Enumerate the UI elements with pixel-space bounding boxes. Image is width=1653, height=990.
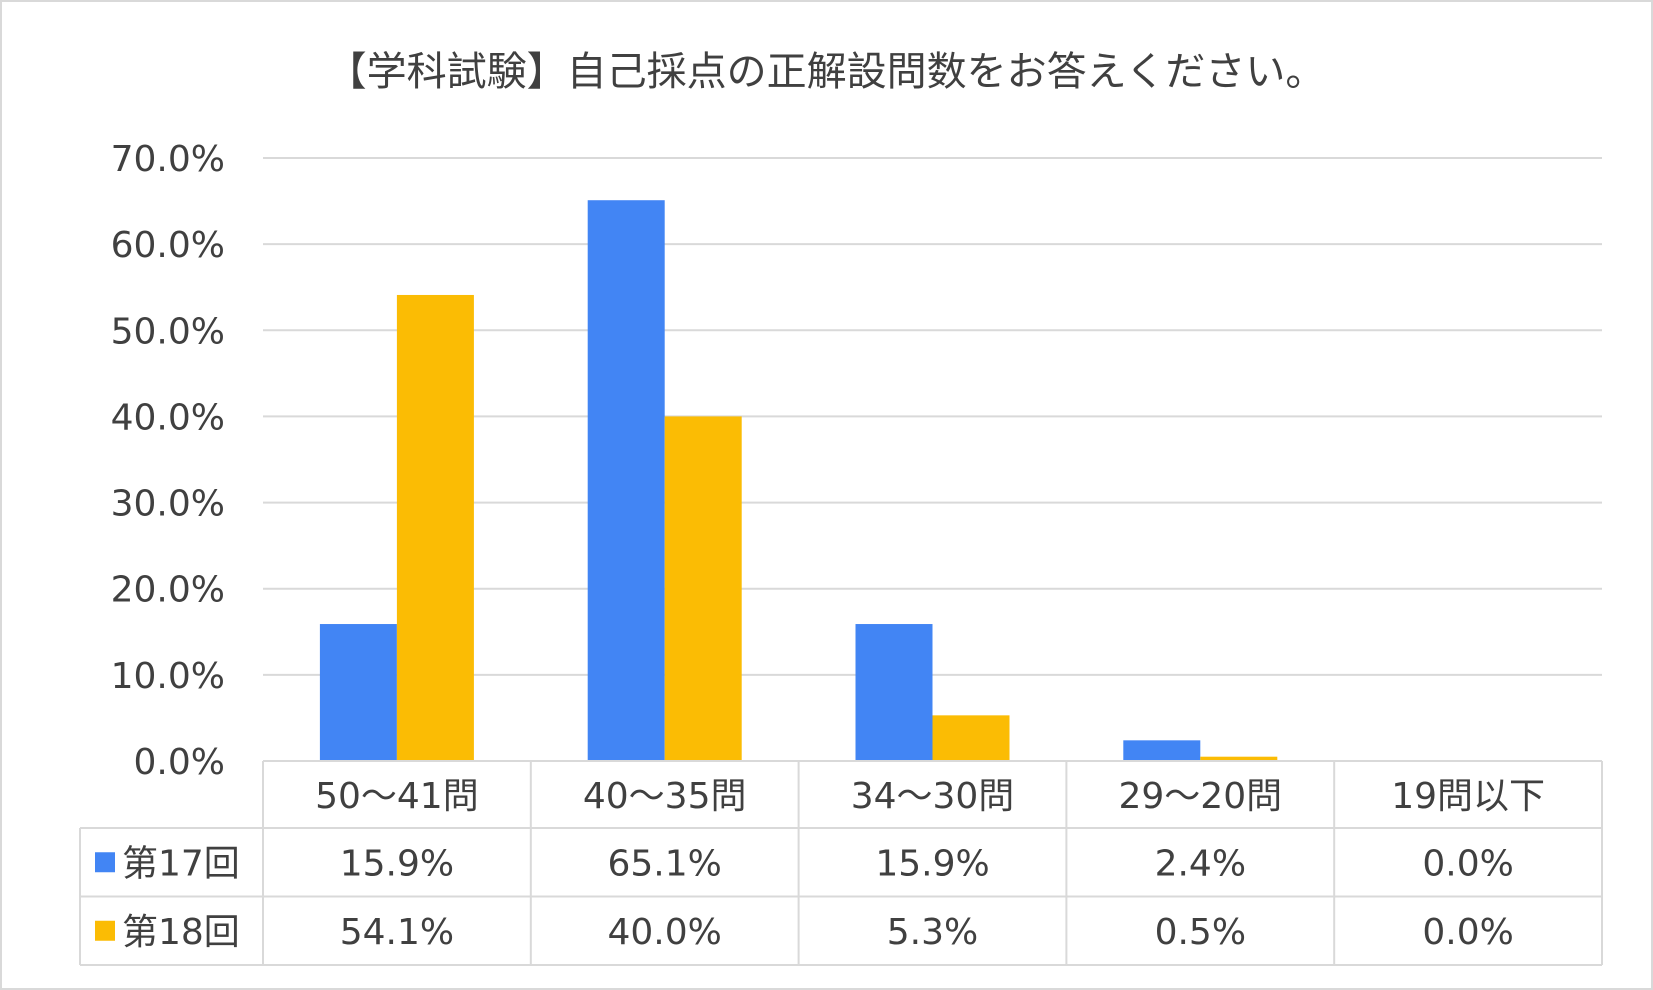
bar-series17-0 [319, 624, 397, 761]
x-category-label: 50～41問 [315, 776, 479, 817]
x-category-label: 34～30問 [851, 776, 1015, 817]
bar-series18-3 [1200, 756, 1278, 761]
data-label: 0.5% [1155, 912, 1246, 953]
legend-label: 第18回 [122, 912, 240, 953]
data-label: 65.1% [608, 843, 722, 884]
x-category-label: 40～35問 [583, 776, 747, 817]
data-label: 5.3% [887, 912, 978, 953]
bar-series17-2 [855, 624, 933, 761]
bar-series18-2 [932, 715, 1010, 761]
data-label: 0.0% [1422, 843, 1513, 884]
y-tick-label: 30.0% [111, 484, 225, 525]
bars-layer [319, 200, 1278, 761]
data-label: 54.1% [340, 912, 454, 953]
x-category-label: 29～20問 [1118, 776, 1282, 817]
y-tick-label: 10.0% [111, 656, 225, 697]
bar-series17-3 [1123, 740, 1201, 761]
data-label: 40.0% [608, 912, 722, 953]
legend-key-series18 [95, 920, 115, 941]
chart-title: 【学科試験】自己採点の正解設問数をお答えください。 [327, 49, 1326, 95]
data-label: 0.0% [1422, 912, 1513, 953]
x-category-label: 19問以下 [1391, 776, 1545, 817]
y-tick-label: 50.0% [111, 311, 225, 352]
bar-series18-0 [396, 294, 474, 761]
y-tick-label: 60.0% [111, 225, 225, 266]
data-label: 15.9% [875, 843, 989, 884]
y-tick-label: 70.0% [111, 139, 225, 180]
y-tick-label: 20.0% [111, 570, 225, 611]
bar-series17-1 [587, 200, 665, 761]
data-label: 15.9% [340, 843, 454, 884]
legend-key-series17 [95, 852, 115, 873]
legend-label: 第17回 [122, 843, 240, 884]
grid-layer: 0.0% 10.0% 20.0% 30.0% 40.0% 50.0% 60.0% 70.0% [111, 139, 1602, 783]
bar-series18-1 [664, 416, 742, 761]
y-tick-label: 0.0% [134, 742, 225, 783]
data-label: 2.4% [1155, 843, 1246, 884]
y-tick-label: 40.0% [111, 397, 225, 438]
